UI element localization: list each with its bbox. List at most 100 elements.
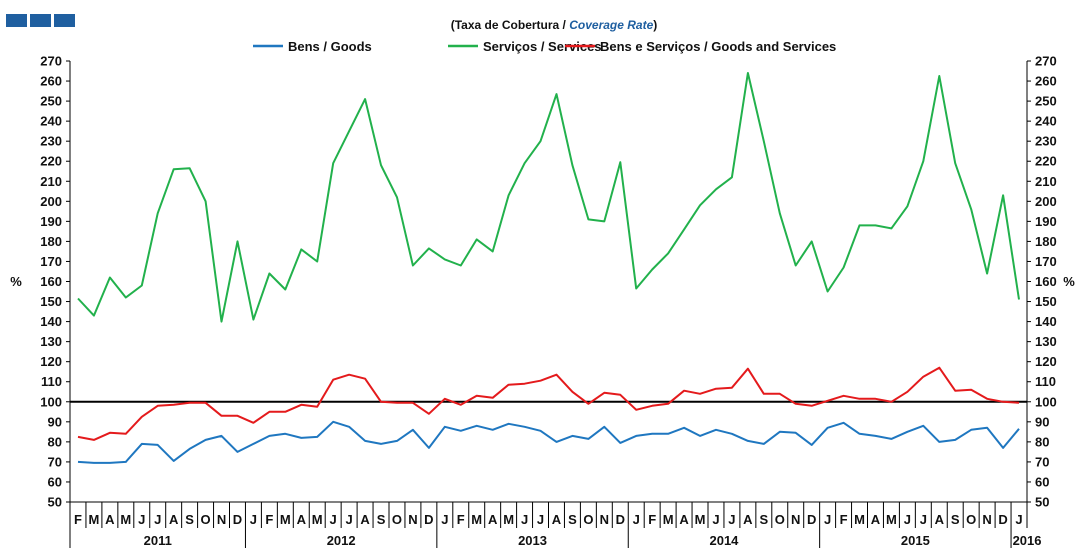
y-tick-label-left: 170 — [40, 254, 62, 269]
x-month-label: J — [154, 512, 161, 527]
y-tick-label-left: 110 — [41, 374, 62, 389]
x-month-label: J — [728, 512, 735, 527]
x-month-label: J — [441, 512, 448, 527]
y-tick-label-left: 190 — [40, 214, 62, 229]
x-year-label: 2013 — [518, 533, 547, 548]
x-year-label: 2016 — [1013, 533, 1042, 548]
series-layer — [70, 72, 1027, 464]
y-tick-label-right: 240 — [1035, 114, 1057, 129]
x-month-label: D — [998, 512, 1007, 527]
y-tick-label-left: 70 — [48, 454, 62, 469]
x-month-label: A — [297, 512, 307, 527]
x-month-label: D — [616, 512, 625, 527]
y-tick-label-right: 140 — [1035, 314, 1057, 329]
y-tick-label-left: 260 — [40, 74, 62, 89]
x-month-label: N — [791, 512, 800, 527]
series-line-1 — [77, 420, 1020, 464]
x-month-label: F — [840, 512, 848, 527]
x-month-label: A — [679, 512, 689, 527]
x-month-label: N — [982, 512, 991, 527]
y-tick-label-right: 90 — [1035, 414, 1049, 429]
x-year-label: 2015 — [901, 533, 930, 548]
x-month-label: M — [503, 512, 514, 527]
x-month-label: J — [712, 512, 719, 527]
y-tick-label-right: 50 — [1035, 495, 1049, 510]
x-month-label: J — [138, 512, 145, 527]
logo-block-3 — [54, 14, 75, 27]
x-month-label: M — [120, 512, 131, 527]
x-month-label: J — [330, 512, 337, 527]
x-month-label: M — [312, 512, 323, 527]
x-month-label: A — [105, 512, 115, 527]
x-month-label: A — [743, 512, 753, 527]
x-month-label: M — [471, 512, 482, 527]
y-axis-label-left: % — [10, 274, 22, 289]
x-month-label: A — [935, 512, 945, 527]
legend-label-2: Serviços / Services — [483, 39, 602, 54]
x-month-label: D — [807, 512, 816, 527]
x-month-label: A — [169, 512, 179, 527]
y-tick-label-right: 120 — [1035, 354, 1057, 369]
x-month-label: M — [695, 512, 706, 527]
y-tick-label-left: 200 — [40, 194, 62, 209]
x-month-label: A — [552, 512, 562, 527]
y-tick-label-right: 190 — [1035, 214, 1057, 229]
logo-block-1 — [6, 14, 27, 27]
x-month-label: O — [966, 512, 976, 527]
y-tick-label-left: 210 — [40, 174, 62, 189]
y-tick-label-right: 100 — [1035, 394, 1057, 409]
y-tick-label-right: 270 — [1035, 54, 1057, 69]
x-month-label: F — [457, 512, 465, 527]
x-month-label: A — [360, 512, 370, 527]
legend-label-1: Bens / Goods — [288, 39, 372, 54]
x-month-label: F — [265, 512, 273, 527]
y-tick-label-right: 200 — [1035, 194, 1057, 209]
x-month-label: N — [600, 512, 609, 527]
y-tick-label-right: 80 — [1035, 434, 1049, 449]
x-month-label: J — [537, 512, 544, 527]
logo-block-2 — [30, 14, 51, 27]
y-tick-label-left: 160 — [40, 274, 62, 289]
x-month-label: J — [1015, 512, 1022, 527]
y-tick-label-left: 90 — [48, 414, 62, 429]
y-tick-label-left: 230 — [40, 134, 62, 149]
y-tick-label-right: 70 — [1035, 454, 1049, 469]
y-tick-label-right: 170 — [1035, 254, 1057, 269]
x-month-label: N — [217, 512, 226, 527]
x-month-label: F — [74, 512, 82, 527]
y-tick-label-left: 120 — [40, 354, 62, 369]
x-month-label: S — [759, 512, 768, 527]
y-tick-label-right: 180 — [1035, 234, 1057, 249]
x-month-label: M — [886, 512, 897, 527]
y-tick-label-right: 160 — [1035, 274, 1057, 289]
x-month-label: S — [377, 512, 386, 527]
x-month-label: O — [583, 512, 593, 527]
y-tick-label-left: 100 — [40, 394, 62, 409]
x-month-label: M — [280, 512, 291, 527]
x-month-label: J — [824, 512, 831, 527]
axes: 50 50 60 60 70 70 80 80 90 90 100 100 110 110 120 120 13… — [40, 54, 1057, 548]
x-month-label: M — [854, 512, 865, 527]
y-axis-label-right: % — [1063, 274, 1075, 289]
x-month-label: J — [250, 512, 257, 527]
y-tick-label-left: 150 — [40, 294, 62, 309]
y-tick-label-left: 240 — [40, 114, 62, 129]
y-tick-label-right: 220 — [1035, 154, 1057, 169]
x-month-label: J — [920, 512, 927, 527]
y-tick-label-right: 110 — [1035, 374, 1056, 389]
y-tick-label-left: 50 — [48, 495, 62, 510]
y-tick-label-left: 80 — [48, 434, 62, 449]
x-month-label: S — [568, 512, 577, 527]
y-tick-label-left: 180 — [40, 234, 62, 249]
legend-label-3: Bens e Serviços / Goods and Services — [600, 39, 836, 54]
x-month-label: N — [408, 512, 417, 527]
x-year-label: 2011 — [144, 533, 172, 548]
x-year-label: 2014 — [709, 533, 739, 548]
y-tick-label-left: 140 — [40, 314, 62, 329]
y-tick-label-right: 260 — [1035, 74, 1057, 89]
x-month-label: D — [233, 512, 242, 527]
y-tick-label-left: 60 — [48, 474, 62, 489]
y-tick-label-right: 150 — [1035, 294, 1057, 309]
